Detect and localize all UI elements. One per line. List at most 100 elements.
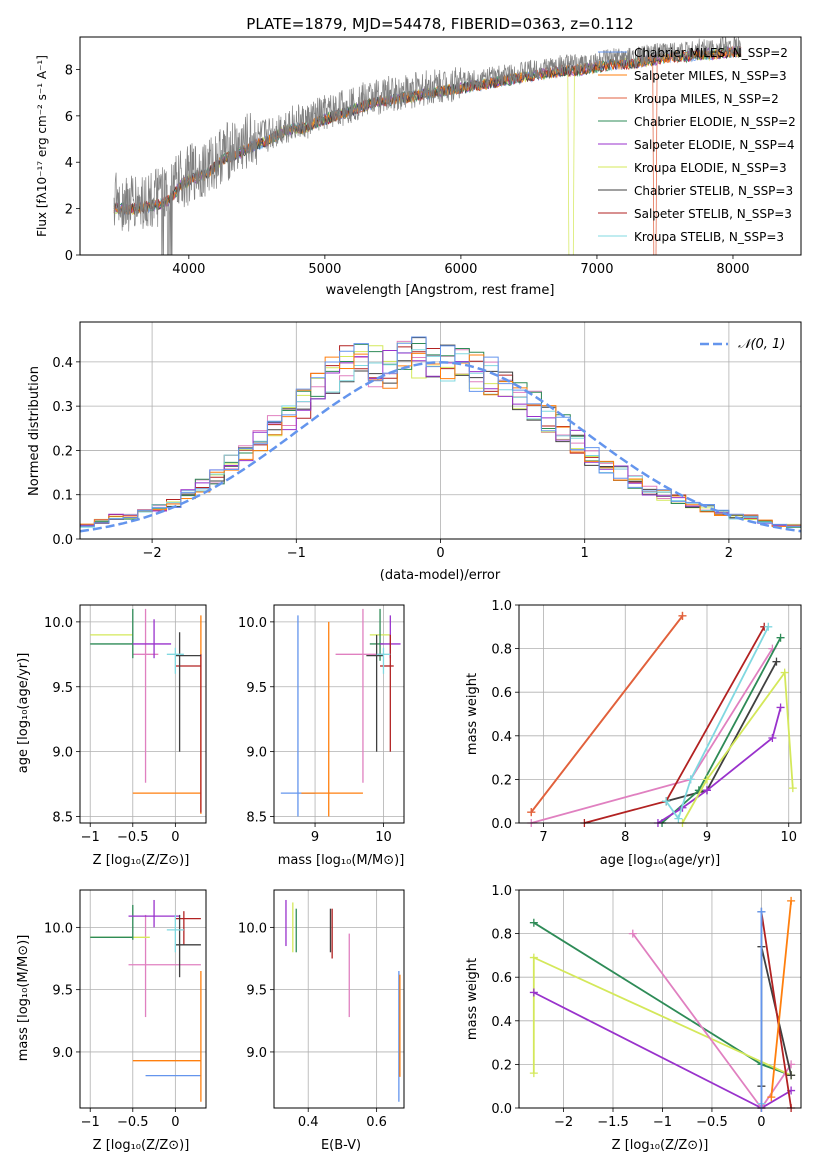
y-tick-label: 9.5 <box>52 681 73 696</box>
x-tick-label: 0 <box>436 546 444 561</box>
axes-frame <box>518 604 802 824</box>
weight-point-marker <box>703 775 711 784</box>
ageZ-xlabel: Z [log₁₀(Z/Z⊙)] <box>93 853 190 868</box>
x-tick-label: 5000 <box>308 262 341 277</box>
legend-label: Kroupa MILES, N_SSP=2 <box>634 92 779 106</box>
residuals-ylabel: Normed distribution <box>27 366 42 496</box>
weight-point-marker <box>662 797 671 806</box>
axes-frame <box>79 36 802 256</box>
massZ-ylabel: mass [log₁₀(M/M⊙)] <box>16 935 31 1062</box>
weight-lines <box>527 611 797 827</box>
weight-point-marker <box>686 775 695 784</box>
mwZ-xlabel: Z [log₁₀(Z/Z⊙)] <box>612 1138 709 1153</box>
y-tick-label: 0.0 <box>491 817 512 832</box>
legend-label: 𝒩(0, 1) <box>738 337 785 352</box>
agemass-xlabel: mass [log₁₀(M/M⊙)] <box>278 853 405 868</box>
x-tick-label: 8 <box>621 830 629 845</box>
mwage-xlabel: age [log₁₀(age/yr)] <box>600 853 721 868</box>
x-tick-label: 0 <box>171 830 179 845</box>
x-tick-label: 9 <box>703 830 711 845</box>
x-tick-label: −0.5 <box>696 1115 728 1130</box>
weight-point-marker <box>787 896 796 905</box>
weight-point-marker <box>764 622 773 631</box>
x-tick-label: 10 <box>780 830 797 845</box>
y-tick-label: 1.0 <box>491 599 512 614</box>
residuals-xlabel: (data-model)/error <box>380 568 501 583</box>
weight-series-line <box>584 626 765 824</box>
spectrum-ylabel: Flux [fλ10⁻¹⁷ erg cm⁻² s⁻¹ A⁻¹] <box>35 55 49 237</box>
y-tick-label: 0.4 <box>52 356 73 371</box>
spectrum-lines <box>113 37 742 255</box>
x-tick-label: 9 <box>311 830 319 845</box>
weight-point-marker <box>780 668 789 677</box>
x-tick-label: 7000 <box>580 262 613 277</box>
y-tick-label: 0.0 <box>52 533 73 548</box>
weight-point-marker <box>768 733 777 742</box>
legend: Chabrier MILES, N_SSP=2 Salpeter MILES, N… <box>598 46 796 244</box>
x-tick-label: 0.4 <box>298 1115 319 1130</box>
x-tick-label: 8000 <box>716 262 749 277</box>
errorbars <box>285 899 401 1102</box>
histogram-series <box>80 336 801 527</box>
y-tick-label: 0.6 <box>491 686 512 701</box>
weight-point-marker <box>529 953 538 962</box>
y-tick-label: 9.5 <box>246 984 267 999</box>
weight-point-marker <box>529 918 538 927</box>
x-tick-label: 0.6 <box>366 1115 387 1130</box>
y-tick-label: 0.4 <box>491 730 512 745</box>
legend-label: Kroupa ELODIE, N_SSP=3 <box>634 161 787 175</box>
weight-series-line <box>665 626 770 821</box>
x-tick-label: 4000 <box>172 262 205 277</box>
spectrum-xlabel: wavelength [Angstrom, rest frame] <box>326 283 555 298</box>
y-tick-label: 8.5 <box>246 811 267 826</box>
y-tick-label: 0.8 <box>491 928 512 943</box>
x-tick-label: 10 <box>375 830 392 845</box>
y-tick-label: 10.0 <box>238 921 267 936</box>
x-tick-label: 0 <box>171 1115 179 1130</box>
axes-frame <box>79 604 207 824</box>
weight-series-line <box>770 900 792 1098</box>
y-tick-label: 9.5 <box>246 681 267 696</box>
axes-frame <box>518 889 802 1109</box>
axes-frame <box>79 321 802 540</box>
axes-frame <box>273 604 405 824</box>
y-tick-label: 8 <box>65 63 73 78</box>
axes-frame <box>273 889 405 1109</box>
weight-series-line <box>681 670 794 824</box>
weight-point-marker <box>772 657 781 666</box>
y-tick-label: 9.0 <box>52 746 73 761</box>
panel-mass_weight_vs_Z: −2 −1.5 −1 −0.5 0 0.0 0.2 0.4 0.6 0.8 1.0 <box>491 884 802 1130</box>
y-tick-label: 9.0 <box>52 1046 73 1061</box>
massebv-xlabel: E(B-V) <box>321 1138 361 1153</box>
panel-mass_vs_ebv: 0.4 0.6 9.0 9.5 10.0 <box>238 889 405 1130</box>
x-tick-label: 0 <box>757 1115 765 1130</box>
ageZ-ylabel: age [log₁₀(age/yr)] <box>16 653 31 774</box>
x-tick-label: 6000 <box>444 262 477 277</box>
legend-label: Kroupa STELIB, N_SSP=3 <box>634 230 784 244</box>
y-tick-label: 0.2 <box>491 1058 512 1073</box>
y-tick-label: 0.0 <box>491 1102 512 1117</box>
y-tick-label: 0.6 <box>491 971 512 986</box>
x-tick-label: 2 <box>725 546 733 561</box>
x-tick-label: −1.5 <box>597 1115 629 1130</box>
y-tick-label: 9.0 <box>246 1046 267 1061</box>
y-tick-label: 10.0 <box>238 616 267 631</box>
panel-residuals: −2 −1 0 1 2 0.0 0.1 0.2 0.3 0.4 𝒩(0, 1) <box>52 321 802 561</box>
legend-label: Chabrier ELODIE, N_SSP=2 <box>634 115 796 129</box>
y-tick-label: 0.1 <box>52 489 73 504</box>
mwage-ylabel: mass weight <box>465 673 480 755</box>
massZ-xlabel: Z [log₁₀(Z/Z⊙)] <box>93 1138 190 1153</box>
y-tick-label: 4 <box>65 156 73 171</box>
weight-point-marker <box>529 988 538 997</box>
histogram-series <box>80 352 801 527</box>
weight-point-marker <box>788 784 797 793</box>
panel-mass_vs_Z: −1 −0.5 0 9.0 9.5 10.0 <box>44 889 207 1130</box>
y-tick-label: 0.8 <box>491 643 512 658</box>
x-tick-label: −1 <box>653 1115 672 1130</box>
y-tick-label: 10.0 <box>44 921 73 936</box>
panel-mass_weight_vs_age: 7 8 9 10 0.0 0.2 0.4 0.6 0.8 1.0 <box>491 599 802 845</box>
x-tick-label: −2 <box>143 546 162 561</box>
mwZ-ylabel: mass weight <box>465 958 480 1040</box>
y-tick-label: 9.5 <box>52 984 73 999</box>
weight-point-marker <box>776 633 785 642</box>
